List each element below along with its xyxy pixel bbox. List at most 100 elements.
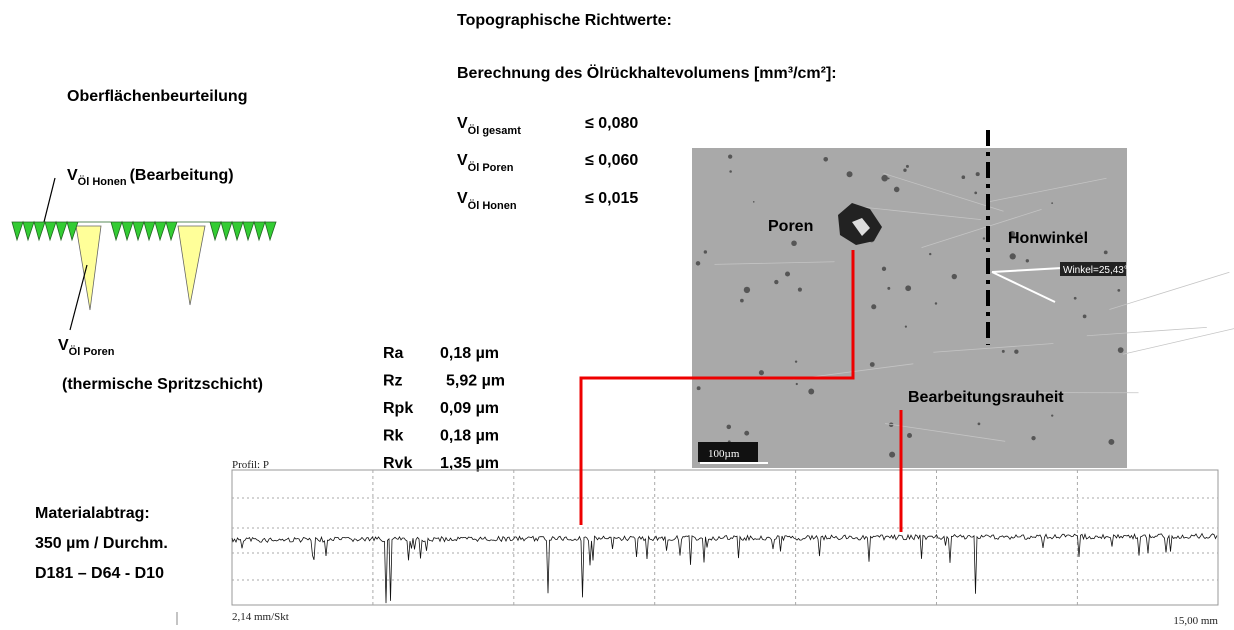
speck	[798, 288, 802, 292]
speck	[881, 175, 888, 182]
speck	[906, 165, 909, 168]
subscript: Öl Poren	[69, 345, 115, 358]
speck	[889, 452, 895, 458]
scale-label: 100µm	[708, 448, 740, 460]
volume-label: VÖl Honen	[457, 190, 517, 212]
roughness-value: 0,09 µm	[440, 400, 499, 417]
subscript: Öl Poren	[468, 161, 514, 174]
speck	[696, 261, 701, 266]
speck	[785, 271, 790, 276]
symbol: V	[457, 115, 468, 132]
speck	[974, 191, 977, 194]
roughness-name: Ra	[383, 345, 404, 362]
roughness-value: 0,18 µm	[440, 428, 499, 445]
speck	[727, 425, 732, 430]
speck	[774, 280, 778, 284]
micrograph: Winkel=25,43° Poren Honwinkel Bearbeitun…	[692, 130, 1234, 468]
speck	[1031, 436, 1035, 440]
speck	[1051, 414, 1053, 416]
speck	[952, 274, 957, 279]
profile-length: 15,00 mm	[1173, 615, 1218, 627]
speck	[978, 423, 981, 426]
speck	[929, 253, 931, 255]
roughness-name: Rz	[383, 373, 403, 390]
profile-trace	[232, 534, 1217, 604]
speck	[905, 285, 911, 291]
speck	[962, 175, 966, 179]
volume-value: ≤ 0,015	[585, 190, 638, 207]
speck	[729, 170, 732, 173]
speck	[847, 171, 853, 177]
pointer	[70, 265, 87, 330]
speck	[1026, 259, 1029, 262]
speck	[882, 267, 886, 271]
pores-label: Poren	[768, 218, 813, 235]
subscript: Öl gesamt	[468, 124, 522, 137]
pore	[76, 226, 101, 310]
speck	[1002, 350, 1005, 353]
roughness-label: Bearbeitungsrauheit	[908, 389, 1064, 406]
honing-label: VÖl Honen(Bearbeitung)	[67, 167, 234, 188]
subscript: Öl Honen	[78, 175, 127, 188]
symbol: V	[67, 167, 78, 184]
speck	[753, 201, 755, 203]
speck	[697, 386, 701, 390]
speck	[905, 326, 907, 328]
speck	[740, 299, 744, 303]
pore	[178, 226, 205, 305]
speck	[887, 287, 890, 290]
teeth	[12, 222, 276, 240]
speck	[704, 250, 707, 253]
scratch	[1109, 272, 1229, 309]
roughness-value: 5,92 µm	[446, 373, 505, 390]
heading: Oberflächenbeurteilung	[67, 88, 247, 105]
profile-frame	[232, 470, 1218, 605]
speck	[870, 362, 875, 367]
speck	[1010, 253, 1016, 259]
text: (Bearbeitung)	[130, 167, 234, 184]
material-line: Materialabtrag:	[35, 505, 150, 522]
volumes: VÖl gesamt ≤ 0,080 VÖl Poren ≤ 0,060 VÖl…	[457, 115, 638, 212]
speck	[744, 431, 749, 436]
speck	[808, 389, 814, 395]
volume-label: VÖl Poren	[457, 152, 514, 174]
material: Materialabtrag: 350 µm / Durchm. D181 – …	[35, 505, 168, 582]
speck	[894, 187, 900, 193]
honing-label: Honwinkel	[1008, 230, 1088, 247]
speck	[795, 360, 797, 362]
volume-value: ≤ 0,060	[585, 152, 638, 169]
roughness-value: 1,35 µm	[440, 455, 499, 472]
symbol: V	[457, 152, 468, 169]
speck	[791, 240, 797, 246]
honing-profile	[12, 222, 276, 240]
profile-title: Profil: P	[232, 459, 269, 471]
title: Topographische Richtwerte:	[457, 12, 672, 29]
roughness: Ra0,18 µmRz5,92 µmRpk0,09 µmRk0,18 µmRvk…	[383, 345, 505, 472]
roughness-name: Rk	[383, 428, 404, 445]
roughness-name: Rvk	[383, 455, 412, 472]
speck	[935, 302, 937, 304]
speck	[871, 304, 876, 309]
material-line: D181 – D64 - D10	[35, 565, 164, 582]
profile-scale: 2,14 mm/Skt	[232, 611, 289, 623]
speck	[1108, 439, 1114, 445]
angle-label: Winkel=25,43°	[1063, 265, 1128, 276]
roughness-name: Rpk	[383, 400, 413, 417]
speck	[976, 172, 980, 176]
speck	[903, 169, 906, 172]
assessment: Oberflächenbeurteilung VÖl Honen(Bearbei…	[12, 88, 276, 393]
speck	[1083, 315, 1087, 319]
slide: Topographische Richtwerte: Berechnung de…	[0, 0, 1234, 630]
profile: Profil: P 2,14 mm/Skt 15,00 mm	[177, 459, 1218, 627]
speck	[1051, 202, 1053, 204]
speck	[1014, 350, 1018, 354]
speck	[759, 370, 764, 375]
speck	[1117, 289, 1120, 292]
profile-grid	[232, 470, 1218, 605]
symbol: V	[457, 190, 468, 207]
image	[692, 148, 1127, 468]
material-line: 350 µm / Durchm.	[35, 535, 168, 552]
speck	[1104, 250, 1108, 254]
speck	[796, 383, 798, 385]
speck	[888, 177, 890, 179]
